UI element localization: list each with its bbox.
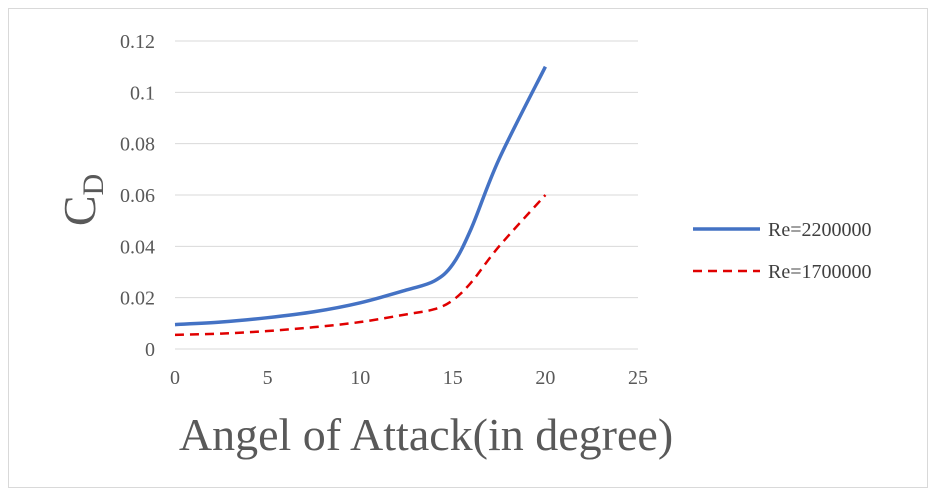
x-tick-label: 15 [443,367,463,389]
y-axis-label-main: C [54,195,105,226]
y-tick-label: 0.08 [120,134,155,156]
x-tick-label: 20 [535,367,555,389]
x-tick-label: 0 [170,367,180,389]
x-axis-ticks: 0 5 10 15 20 25 [170,367,648,389]
x-tick-label: 25 [628,367,648,389]
y-axis-label: CD [54,174,110,226]
y-tick-label: 0.04 [120,236,155,258]
x-tick-label: 10 [350,367,370,389]
y-tick-label: 0.1 [130,82,155,104]
series-line-1 [174,65,547,327]
y-tick-label: 0.06 [120,185,155,207]
legend-label-1: Re=2200000 [768,219,872,241]
x-tick-label: 5 [263,367,273,389]
legend: Re=2200000 Re=1700000 [693,219,872,283]
y-tick-label: 0 [145,339,155,361]
y-axis-ticks: 0 0.02 0.04 0.06 0.08 0.1 0.12 [120,31,155,361]
legend-label-2: Re=1700000 [768,261,872,283]
y-axis-label-sub: D [77,174,110,196]
series-line-2 [174,194,547,337]
x-axis-label: Angel of Attack(in degree) [179,409,673,460]
series-lines [174,65,547,337]
chart-frame [8,8,928,488]
gridlines [175,40,638,350]
y-tick-label: 0.12 [120,31,155,53]
y-tick-label: 0.02 [120,288,155,310]
